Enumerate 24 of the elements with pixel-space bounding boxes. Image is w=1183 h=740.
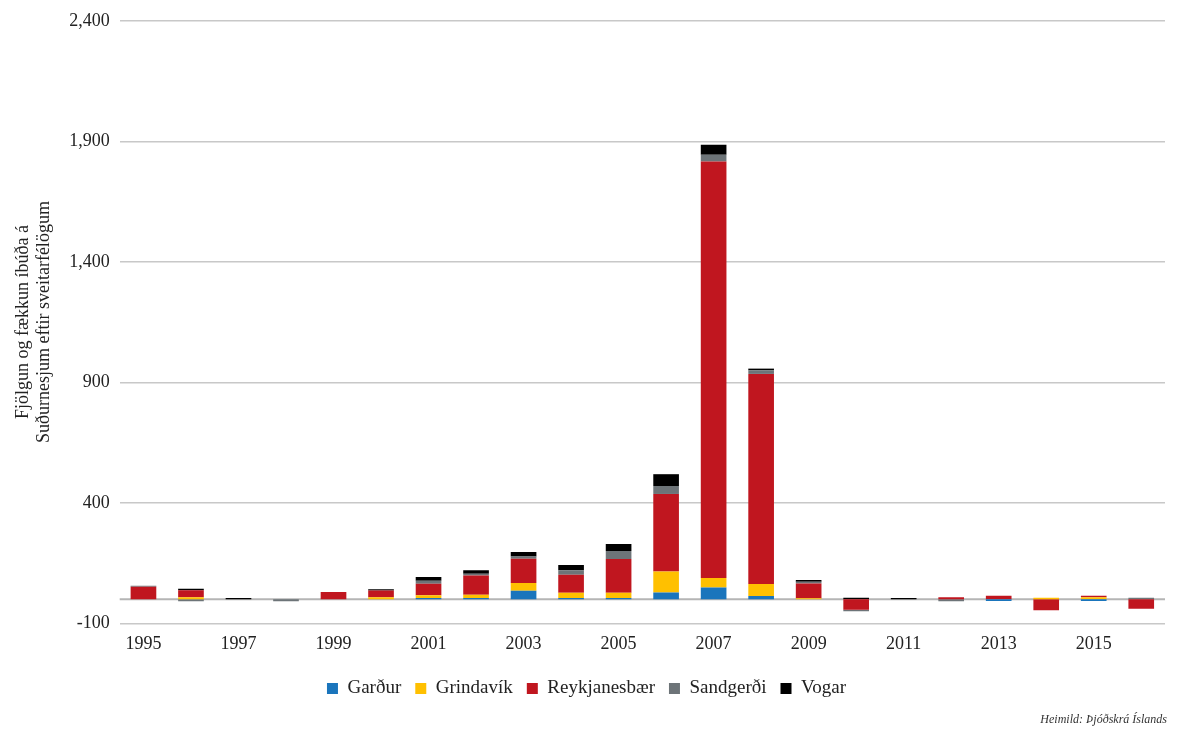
x-tick-label: 2013: [980, 632, 1017, 653]
x-tick-label: 1995: [125, 632, 162, 653]
y-tick-label: 1,900: [69, 130, 110, 151]
legend-label: Reykjanesbær: [547, 676, 656, 698]
legend-label: Grindavík: [435, 676, 514, 698]
y-tick-label: 400: [82, 491, 110, 512]
x-tick-label: 2003: [505, 632, 542, 653]
x-tick-label: 1997: [220, 632, 257, 653]
x-tick-label: 2009: [790, 632, 827, 653]
y-tick-label: 1,400: [69, 250, 110, 271]
x-tick-label: 2005: [600, 632, 637, 653]
y-axis-title: Fjölgun og fækkun íbúða á Suðurnesjum eftir sveitarfélögum: [11, 201, 54, 444]
x-tick-label: 2001: [410, 632, 447, 653]
x-tick-label: 1999: [315, 632, 352, 653]
x-tick-label: 2011: [886, 632, 922, 653]
legend-label: Vogar: [801, 676, 847, 698]
text: Heimild: Þjóðskrá Íslands: [1039, 712, 1168, 727]
x-tick-label: 2015: [1075, 632, 1112, 653]
legend-label: Garður: [347, 676, 402, 698]
legend-label: Sandgerði: [689, 676, 767, 698]
y-tick-label: 2,400: [69, 9, 110, 30]
y-tick-label: 900: [82, 371, 110, 392]
x-tick-label: 2007: [695, 632, 732, 653]
y-tick-label: -100: [76, 612, 110, 633]
